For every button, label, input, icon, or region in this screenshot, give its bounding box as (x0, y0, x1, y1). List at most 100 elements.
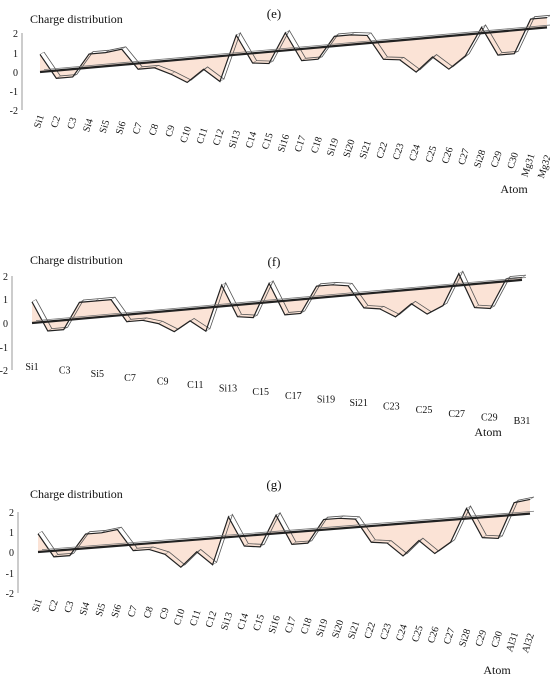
x-tick-label: C11 (187, 380, 203, 391)
x-tick-label: Si4 (81, 117, 96, 133)
panel-label: (g) (266, 477, 281, 492)
data-point (418, 537, 424, 541)
x-tick-label: C29 (481, 412, 498, 423)
x-tick-label: Si19 (317, 394, 335, 405)
data-point (411, 301, 416, 304)
data-point (399, 57, 404, 61)
x-tick-label: Al32 (520, 632, 537, 654)
x-tick-label: C2 (47, 599, 61, 613)
y-tick-label: -2 (10, 106, 18, 117)
x-tick-label: C17 (293, 134, 309, 153)
x-tick-label: C26 (440, 146, 456, 165)
data-point (228, 514, 233, 518)
data-point (275, 512, 281, 516)
y-tick-label: 2 (9, 508, 14, 519)
x-tick-label: C14 (244, 130, 260, 149)
y-tick-label: -1 (0, 343, 8, 354)
data-point (110, 296, 116, 300)
x-axis-label: Atom (483, 663, 511, 677)
x-tick-label: Si13 (219, 611, 235, 632)
x-tick-label: C22 (375, 141, 391, 160)
y-tick-label: 1 (3, 295, 8, 306)
data-point (31, 299, 37, 303)
data-point (432, 54, 437, 58)
x-tick-label: C3 (65, 116, 79, 130)
x-tick-label: C9 (158, 606, 172, 620)
y-tick-label: -1 (10, 87, 18, 98)
x-axis-label: Atom (474, 425, 502, 439)
x-tick-label: C10 (172, 608, 188, 627)
data-point (221, 282, 226, 286)
x-tick-label: Si6 (110, 603, 125, 619)
zero-baseline (31, 278, 523, 325)
x-tick-label: C23 (383, 402, 400, 413)
data-point (158, 321, 163, 324)
data-point (348, 283, 353, 286)
x-tick-label: C15 (260, 132, 276, 151)
x-tick-label: C27 (448, 409, 465, 420)
x-tick-label: C18 (299, 616, 315, 635)
x-tick-label: Si4 (78, 601, 93, 617)
data-point (189, 318, 195, 322)
x-tick-label: C30 (506, 151, 522, 170)
data-point (387, 540, 392, 544)
y-tick-label: 1 (9, 528, 14, 539)
x-tick-label: Si1 (32, 114, 47, 130)
data-point (529, 496, 535, 500)
x-tick-label: C3 (59, 366, 71, 377)
x-tick-label: Si5 (98, 119, 113, 135)
y-tick-label: -1 (6, 569, 14, 580)
zero-baseline (39, 26, 548, 74)
x-tick-label: C15 (252, 387, 269, 398)
x-tick-label: Si13 (219, 384, 237, 395)
x-tick-label: Si6 (114, 120, 129, 136)
x-tick-label: C10 (178, 125, 194, 144)
x-tick-label: C27 (456, 147, 472, 166)
series-area (32, 273, 522, 332)
x-tick-label: C17 (285, 391, 302, 402)
x-tick-label: C12 (204, 610, 220, 629)
data-point (164, 551, 170, 555)
x-tick-label: C8 (147, 123, 161, 137)
chart-title: Charge distribution (30, 487, 123, 501)
x-tick-label: Si21 (346, 620, 362, 641)
x-tick-label: C30 (489, 630, 505, 649)
x-tick-label: Si20 (330, 619, 346, 640)
x-tick-label: C15 (251, 613, 267, 632)
x-tick-label: C23 (378, 622, 394, 641)
y-tick-label: 0 (9, 548, 14, 559)
y-tick-label: -2 (6, 589, 14, 600)
x-tick-label: C24 (394, 623, 410, 642)
x-tick-label: C25 (410, 624, 426, 643)
x-tick-label: C12 (211, 128, 227, 147)
x-tick-label: Si1 (25, 362, 38, 373)
data-point (39, 51, 45, 55)
x-tick-label: Si5 (91, 369, 104, 380)
y-tick-label: 2 (3, 272, 8, 283)
x-tick-label: C7 (124, 373, 136, 384)
data-point (458, 271, 463, 274)
data-point (117, 526, 122, 530)
y-tick-label: 1 (13, 49, 18, 60)
x-tick-label: C7 (126, 604, 140, 618)
x-tick-label: C29 (474, 629, 490, 648)
x-tick-label: C18 (309, 136, 325, 155)
x-axis-label: Atom (500, 182, 528, 196)
x-tick-label: B31 (514, 416, 531, 427)
x-tick-label: C24 (407, 143, 423, 162)
x-tick-label: C29 (489, 150, 505, 169)
series-line (37, 498, 531, 569)
x-tick-label: Si1 (30, 598, 45, 614)
panel-label: (f) (268, 254, 281, 269)
x-tick-label: C8 (142, 605, 156, 619)
x-tick-label: C11 (188, 609, 204, 628)
data-point (481, 24, 486, 28)
x-tick-label: C22 (363, 621, 379, 640)
x-tick-label: Si19 (314, 618, 330, 639)
data-point (37, 531, 43, 534)
y-tick-label: 0 (3, 319, 8, 330)
data-point (285, 30, 290, 34)
